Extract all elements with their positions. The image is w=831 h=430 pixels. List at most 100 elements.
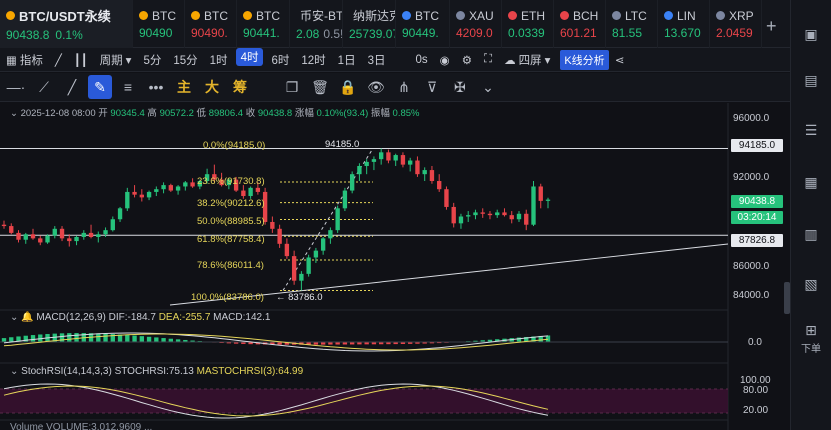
sidebar-order-label: 下单 <box>801 344 821 355</box>
ticker-label: LIN <box>677 8 696 23</box>
sidebar-order-button[interactable]: ⊞ <box>799 318 823 342</box>
ticker-price-value: 2.0459 <box>716 25 753 40</box>
lock-tool[interactable]: 🔒 <box>336 75 360 99</box>
more-draw-tool[interactable]: ✠ <box>448 75 472 99</box>
ticker-9[interactable]: BCH 601.21 <box>554 0 606 48</box>
sidebar-calc-button[interactable]: ▧ <box>799 272 823 296</box>
ticker-2[interactable]: BTC 90490. <box>185 0 237 48</box>
ticker-5[interactable]: 纳斯达克 25739.07 <box>343 0 396 48</box>
sidebar-orderbook-button[interactable]: ▤ <box>799 68 823 92</box>
ticker-7[interactable]: XAU 4209.0 <box>450 0 502 48</box>
candle-body <box>248 187 253 197</box>
candle-body <box>175 186 181 191</box>
interval-tab-1[interactable]: 15分 <box>173 54 198 67</box>
chart-canvas[interactable] <box>0 103 790 430</box>
candle-body <box>335 208 340 231</box>
kline-analysis-button[interactable]: K线分析 <box>560 49 609 70</box>
window-layout-button[interactable]: ☁ 四屏 ▾ <box>498 48 556 72</box>
candle-type-button[interactable]: ┃┃ <box>68 48 94 72</box>
big-order-toggle[interactable]: 大 <box>205 79 219 95</box>
macd-bar <box>313 342 319 345</box>
macd-bar <box>437 342 442 344</box>
ticker-label: BTC <box>204 8 228 23</box>
chevron-down-icon: ▾ <box>544 54 551 67</box>
ticker-8[interactable]: ETH 0.0339 <box>502 0 554 48</box>
ticker-price: 90449. <box>402 26 449 40</box>
trash-tool[interactable]: 🗑 <box>308 75 332 99</box>
macd-dea: DEA:-255.7 <box>158 312 211 323</box>
ticker-3[interactable]: BTC 90441. <box>237 0 290 48</box>
ticker-name: XRP <box>716 9 761 23</box>
interval-tab-2[interactable]: 1时 <box>209 54 228 67</box>
macd-bar <box>415 342 420 344</box>
ticker-12[interactable]: XRP 2.0459 <box>710 0 762 48</box>
period-button[interactable]: 周期 ▾ <box>94 48 138 72</box>
interval-tab-6[interactable]: 1日 <box>337 54 356 67</box>
candle-body <box>233 179 239 191</box>
timer-button[interactable]: 0s <box>409 48 433 72</box>
macd-bar <box>487 339 493 343</box>
calculator-icon: ▧ <box>804 275 818 292</box>
ticker-11[interactable]: LIN 13.670 <box>658 0 710 48</box>
panel-resize-handle[interactable] <box>784 282 790 314</box>
ticker-10[interactable]: LTC 81.55 <box>606 0 658 48</box>
macd-bar <box>16 336 21 343</box>
horizontal-line-tool[interactable]: —· <box>4 75 28 99</box>
ticker-price-value: 81.55 <box>612 25 643 40</box>
ticker-name: BTC <box>139 9 184 23</box>
camera-button[interactable]: ◉ <box>434 48 456 72</box>
fullscreen-button[interactable]: ⛶ <box>478 48 498 72</box>
change-label: 涨幅 <box>294 108 314 119</box>
macd-bar <box>538 335 543 343</box>
add-ticker-button[interactable]: + <box>766 16 777 36</box>
ticker-6[interactable]: BTC 90449. <box>396 0 450 48</box>
filter-tool[interactable]: ⊽ <box>420 75 444 99</box>
macd-bar <box>1 338 7 343</box>
ticker-name: 币安-BT <box>296 7 342 24</box>
macd-bar <box>277 342 282 345</box>
interval-tab-0[interactable]: 5分 <box>143 54 162 67</box>
ray-tool[interactable]: ⟋ <box>32 75 56 99</box>
eye-tool[interactable]: 👁 <box>364 75 388 99</box>
interval-tab-4[interactable]: 6时 <box>271 54 290 67</box>
ticker-name: BTC <box>243 9 289 23</box>
stochrsi-value: STOCHRSI:75.13 <box>114 366 194 377</box>
bar-date: 2025-12-08 08:00 <box>20 108 96 119</box>
sidebar-chart-button[interactable]: ▣ <box>799 22 823 46</box>
coin-icon <box>402 11 411 20</box>
interval-tab-3[interactable]: 4时 <box>235 47 264 66</box>
interval-tab-7[interactable]: 3日 <box>367 54 386 67</box>
candle-body <box>422 170 427 175</box>
copy-tool[interactable]: ❐ <box>280 75 304 99</box>
ticker-0[interactable]: BTC/USDT永续 90438.8 0.1% <box>0 0 133 48</box>
indicator-button[interactable]: ▦ 指标 <box>0 48 49 72</box>
sidebar-table-button[interactable]: ▥ <box>799 222 823 246</box>
coin-icon <box>664 11 673 20</box>
camera-icon: ◉ <box>439 54 450 67</box>
macd-bar <box>96 333 101 343</box>
window-layout-label: 四屏 <box>518 54 542 67</box>
ticker-4[interactable]: 币安-BT 2.08 0.5! <box>290 0 343 48</box>
ticker-price: 90441. <box>243 26 289 40</box>
candle-body <box>117 208 123 220</box>
segment-tool[interactable]: ╱ <box>60 75 84 99</box>
share-button[interactable]: ⋖ <box>609 48 631 72</box>
candle-body <box>393 155 398 161</box>
settings-button[interactable]: ⚙ <box>456 48 478 72</box>
line-tool-button[interactable]: ╱ <box>49 48 68 72</box>
ticker-price-value: 4209.0 <box>456 25 493 40</box>
more-tools[interactable]: ••• <box>144 75 168 99</box>
chip-toggle[interactable]: 筹 <box>233 79 247 95</box>
interval-tab-5[interactable]: 12时 <box>301 54 326 67</box>
price-tag-94185: 94185.0 <box>731 139 783 152</box>
collapse-tool[interactable]: ⌄ <box>476 75 500 99</box>
pen-tool[interactable]: ✎ <box>88 75 112 99</box>
ticker-1[interactable]: BTC 90490 <box>133 0 185 48</box>
main-chart-toggle[interactable]: 主 <box>177 79 191 95</box>
share-icon: ⋖ <box>614 54 625 67</box>
channel-tool[interactable]: ≡ <box>116 75 140 99</box>
sidebar-grid-button[interactable]: ▦ <box>799 170 823 194</box>
sidebar-trades-button[interactable]: ☰ <box>799 118 823 142</box>
candle-body <box>204 174 210 182</box>
magnet-tool[interactable]: ⋔ <box>392 75 416 99</box>
